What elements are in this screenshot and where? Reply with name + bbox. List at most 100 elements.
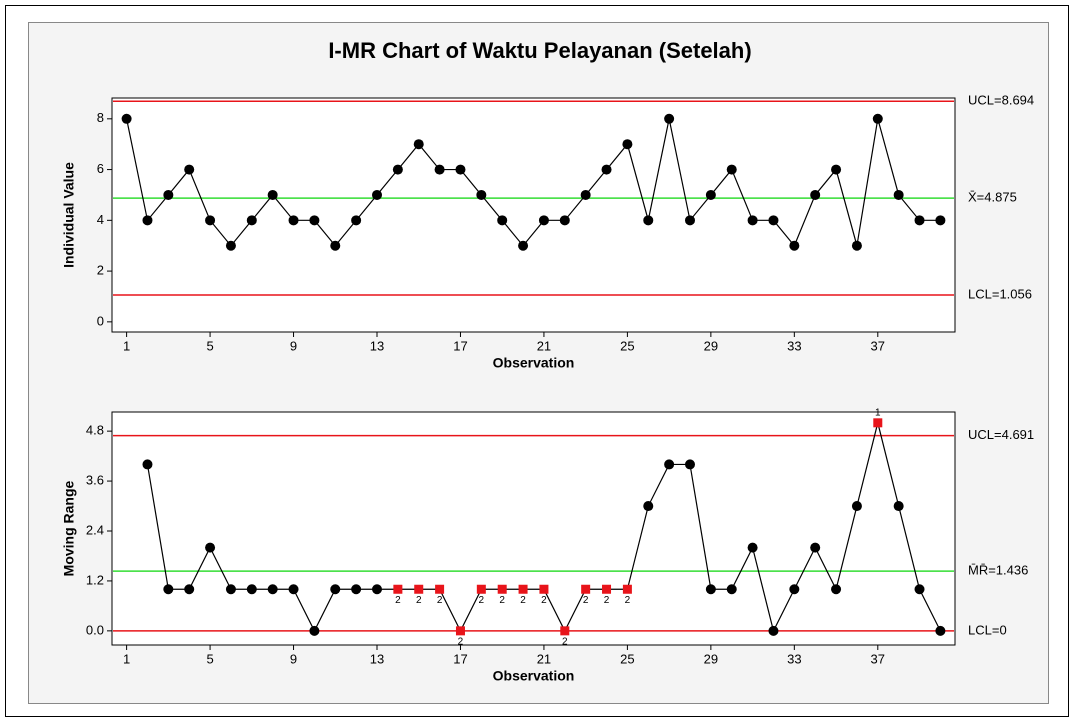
data-point bbox=[351, 584, 362, 595]
flagged-point bbox=[622, 584, 632, 594]
data-point bbox=[455, 164, 466, 175]
data-point bbox=[810, 189, 821, 200]
data-point bbox=[518, 240, 529, 251]
data-point bbox=[142, 215, 153, 226]
data-point bbox=[622, 139, 633, 150]
y-tick-label: 3.6 bbox=[86, 473, 104, 488]
flagged-point bbox=[518, 584, 528, 594]
data-point bbox=[643, 215, 654, 226]
data-point bbox=[747, 215, 758, 226]
data-point bbox=[810, 542, 821, 553]
flagged-point bbox=[455, 626, 465, 636]
data-point bbox=[601, 164, 612, 175]
control-label: M̄R̄=1.436 bbox=[968, 563, 1028, 578]
flagged-point bbox=[497, 584, 507, 594]
x-tick-label: 37 bbox=[871, 338, 885, 353]
data-point bbox=[831, 164, 842, 175]
test-label: 2 bbox=[416, 595, 422, 606]
flagged-point bbox=[476, 584, 486, 594]
data-point bbox=[747, 542, 758, 553]
data-point bbox=[789, 240, 800, 251]
data-point bbox=[225, 240, 236, 251]
data-point bbox=[163, 584, 174, 595]
data-point bbox=[184, 164, 195, 175]
flagged-point bbox=[435, 584, 445, 594]
x-tick-label: 5 bbox=[206, 651, 213, 666]
data-point bbox=[434, 164, 445, 175]
flagged-point bbox=[539, 584, 549, 594]
x-tick-label: 1 bbox=[123, 651, 130, 666]
flagged-point bbox=[414, 584, 424, 594]
y-axis-title: Moving Range bbox=[61, 480, 77, 576]
data-point bbox=[246, 215, 257, 226]
data-point bbox=[893, 189, 904, 200]
x-tick-label: 29 bbox=[704, 651, 718, 666]
x-tick-label: 25 bbox=[620, 338, 634, 353]
data-point bbox=[935, 625, 946, 636]
x-tick-label: 21 bbox=[537, 651, 551, 666]
data-point bbox=[705, 189, 716, 200]
test-label: 2 bbox=[625, 595, 631, 606]
data-point bbox=[330, 584, 341, 595]
x-tick-label: 33 bbox=[787, 651, 801, 666]
flagged-point bbox=[873, 418, 883, 428]
test-label: 2 bbox=[437, 595, 443, 606]
data-point bbox=[831, 584, 842, 595]
data-point bbox=[330, 240, 341, 251]
control-label: LCL=0 bbox=[968, 622, 1007, 637]
x-tick-label: 9 bbox=[290, 338, 297, 353]
flagged-point bbox=[581, 584, 591, 594]
data-point bbox=[684, 215, 695, 226]
data-point bbox=[705, 584, 716, 595]
data-point bbox=[872, 113, 883, 124]
data-point bbox=[309, 625, 320, 636]
test-label: 2 bbox=[541, 595, 547, 606]
y-tick-label: 2 bbox=[97, 263, 104, 278]
x-tick-label: 25 bbox=[620, 651, 634, 666]
data-point bbox=[538, 215, 549, 226]
x-tick-label: 17 bbox=[453, 651, 467, 666]
x-axis-title: Observation bbox=[493, 668, 575, 684]
x-tick-label: 9 bbox=[290, 651, 297, 666]
y-tick-label: 2.4 bbox=[86, 522, 104, 537]
x-tick-label: 1 bbox=[123, 338, 130, 353]
data-point bbox=[372, 189, 383, 200]
y-tick-label: 1.2 bbox=[86, 572, 104, 587]
data-point bbox=[851, 240, 862, 251]
data-point bbox=[789, 584, 800, 595]
data-point bbox=[413, 139, 424, 150]
y-tick-label: 6 bbox=[97, 161, 104, 176]
data-point bbox=[267, 584, 278, 595]
data-point bbox=[163, 189, 174, 200]
data-point bbox=[914, 584, 925, 595]
flagged-point bbox=[393, 584, 403, 594]
x-tick-label: 5 bbox=[206, 338, 213, 353]
data-point bbox=[476, 189, 487, 200]
data-point bbox=[351, 215, 362, 226]
data-point bbox=[664, 459, 675, 470]
x-tick-label: 29 bbox=[704, 338, 718, 353]
test-label: 2 bbox=[583, 595, 589, 606]
data-point bbox=[142, 459, 153, 470]
data-point bbox=[184, 584, 195, 595]
data-point bbox=[121, 113, 132, 124]
control-label: UCL=8.694 bbox=[968, 93, 1034, 108]
data-point bbox=[893, 501, 904, 512]
data-point bbox=[726, 584, 737, 595]
test-label: 1 bbox=[875, 407, 881, 418]
data-point bbox=[914, 215, 925, 226]
test-label: 2 bbox=[395, 595, 401, 606]
control-label: LCL=1.056 bbox=[968, 286, 1032, 301]
test-label: 2 bbox=[562, 636, 568, 647]
data-point bbox=[559, 215, 570, 226]
data-point bbox=[643, 501, 654, 512]
x-tick-label: 33 bbox=[787, 338, 801, 353]
y-axis-title: Individual Value bbox=[61, 162, 77, 268]
data-point bbox=[288, 584, 299, 595]
data-point bbox=[768, 215, 779, 226]
data-point bbox=[684, 459, 695, 470]
data-point bbox=[267, 189, 278, 200]
data-point bbox=[309, 215, 320, 226]
plot-area bbox=[111, 97, 956, 333]
